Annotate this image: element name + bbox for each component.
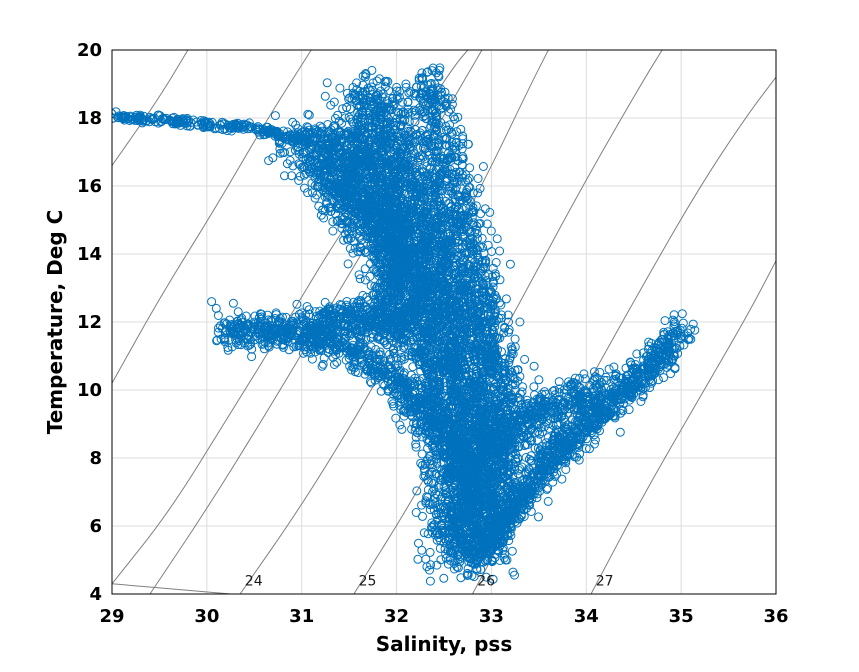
data-point xyxy=(104,110,112,118)
